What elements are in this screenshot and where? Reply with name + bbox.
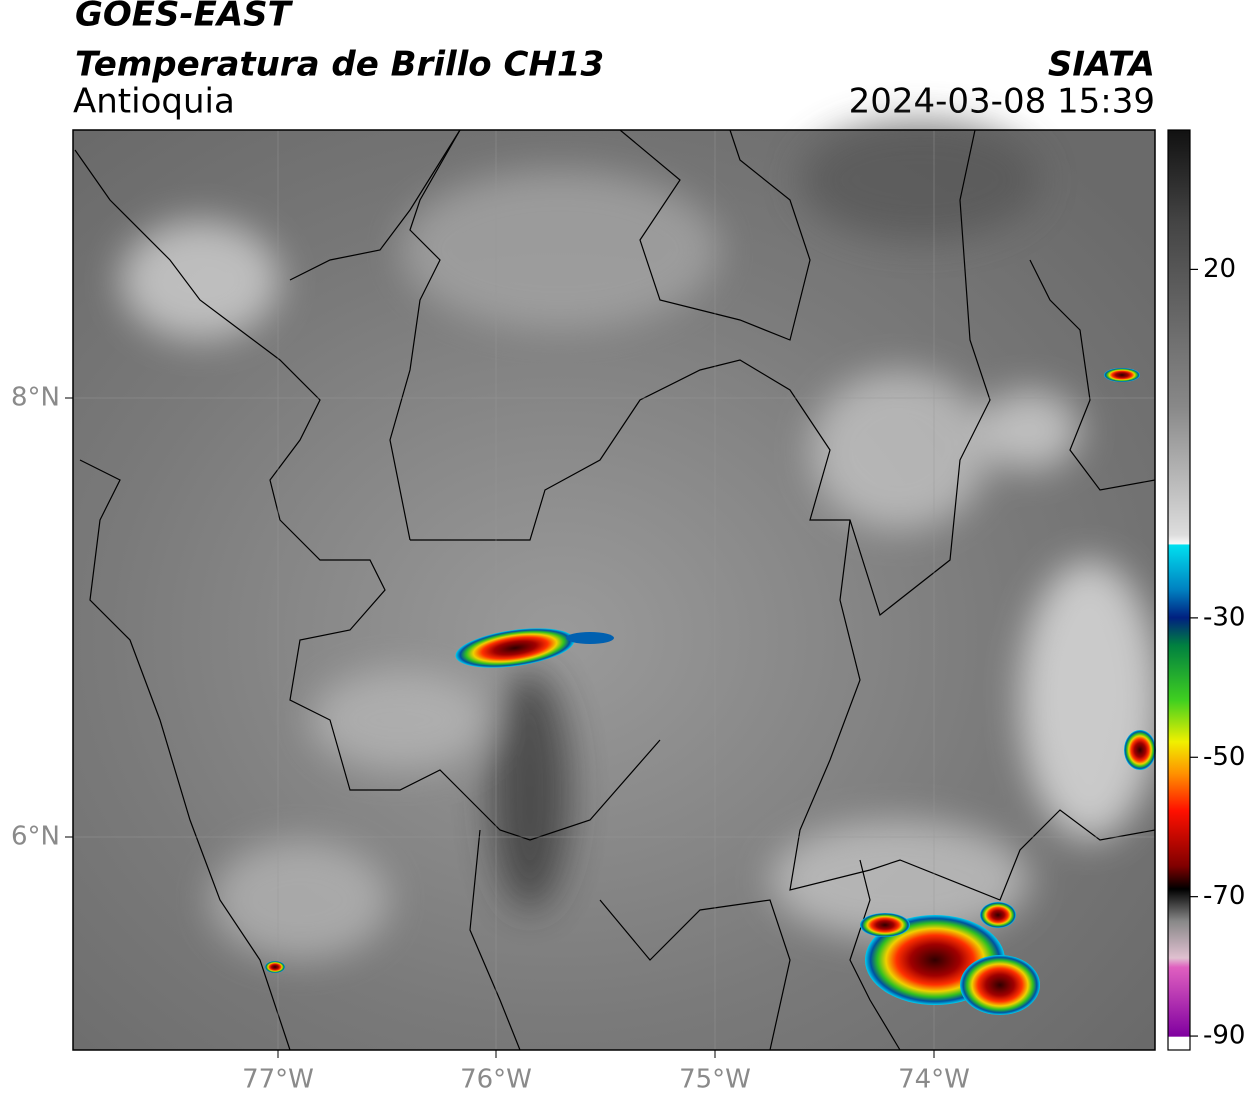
colorbar-tick-label: -90 (1203, 1021, 1245, 1051)
lon-label: 77°W (242, 1065, 314, 1095)
region: Antioquia (73, 82, 235, 122)
colorbar-tick-label: -70 (1203, 881, 1245, 911)
timestamp: 2024-03-08 15:39 (849, 82, 1155, 122)
title: GOES-EAST (75, 0, 294, 35)
lat-label: 8°N (11, 383, 60, 413)
labels: 77°W 76°W 75°W 74°W 8°N 6°N 20 -30 -50 -70 -90 (11, 254, 1245, 1095)
colorbar-tick-label: -50 (1203, 742, 1245, 772)
colorbar (1167, 129, 1191, 1051)
colorbar-tick-label: -30 (1203, 602, 1245, 632)
lon-label: 74°W (898, 1065, 970, 1095)
lon-label: 76°W (460, 1065, 532, 1095)
subtitle: Temperatura de Brillo CH13 (75, 45, 604, 85)
lon-label: 75°W (679, 1065, 751, 1095)
source: SIATA (1048, 45, 1155, 85)
lat-label: 6°N (11, 822, 60, 852)
colorbar-tick-label: 20 (1203, 254, 1236, 284)
map (72, 120, 1160, 1051)
